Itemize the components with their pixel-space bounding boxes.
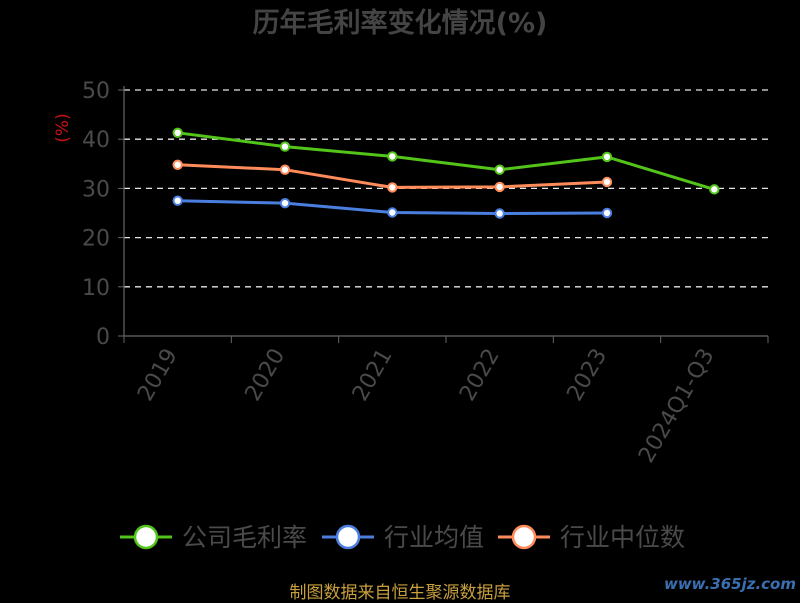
data-point[interactable] [279, 197, 291, 209]
legend-label[interactable]: 行业中位数 [560, 523, 685, 552]
data-point[interactable] [387, 207, 398, 218]
legend-label[interactable]: 公司毛利率 [182, 523, 307, 552]
data-point[interactable] [601, 176, 613, 188]
x-tick-label: 2022 [455, 344, 505, 405]
series-lines [172, 127, 720, 219]
axes: 0 10 20 30 40 50 2019 2020 2021 2022 2023 2024Q1-Q3 [82, 79, 769, 468]
data-point[interactable] [172, 127, 183, 139]
x-tick-label: 2023 [563, 345, 613, 406]
x-tick-label: 2024Q1-Q3 [634, 345, 719, 468]
legend-label[interactable]: 行业均值 [384, 523, 484, 552]
x-tick-label: 2020 [241, 345, 291, 406]
y-tick-label: 20 [82, 227, 110, 252]
data-point[interactable] [494, 208, 505, 219]
data-point[interactable] [601, 207, 613, 219]
data-point[interactable] [172, 159, 183, 170]
data-point[interactable] [601, 151, 613, 163]
y-tick-label: 0 [96, 325, 110, 350]
chart-title: 历年毛利率变化情况(%) [253, 7, 548, 39]
data-point[interactable] [494, 164, 505, 175]
legend-marker [133, 524, 159, 550]
data-point[interactable] [709, 184, 720, 195]
x-tick-label: 2019 [133, 345, 183, 406]
y-axis-label: (%) [53, 113, 73, 142]
y-tick-label: 10 [82, 276, 110, 301]
data-point[interactable] [387, 182, 398, 193]
series-line [176, 131, 716, 191]
y-tick-label: 50 [82, 79, 110, 104]
legend: 公司毛利率 行业均值 行业中位数 [120, 523, 685, 552]
data-point[interactable] [494, 181, 505, 193]
y-tick-label: 30 [82, 177, 110, 202]
data-point[interactable] [172, 195, 183, 206]
legend-marker [511, 524, 537, 550]
data-point[interactable] [387, 151, 398, 162]
watermark: www.365jz.com [663, 575, 796, 593]
source-note: 制图数据来自恒生聚源数据库 [289, 583, 511, 603]
x-tick-label: 2021 [348, 345, 398, 406]
y-tick-label: 40 [82, 128, 110, 153]
data-point[interactable] [279, 141, 291, 152]
legend-marker [335, 524, 361, 550]
data-point[interactable] [279, 164, 291, 175]
